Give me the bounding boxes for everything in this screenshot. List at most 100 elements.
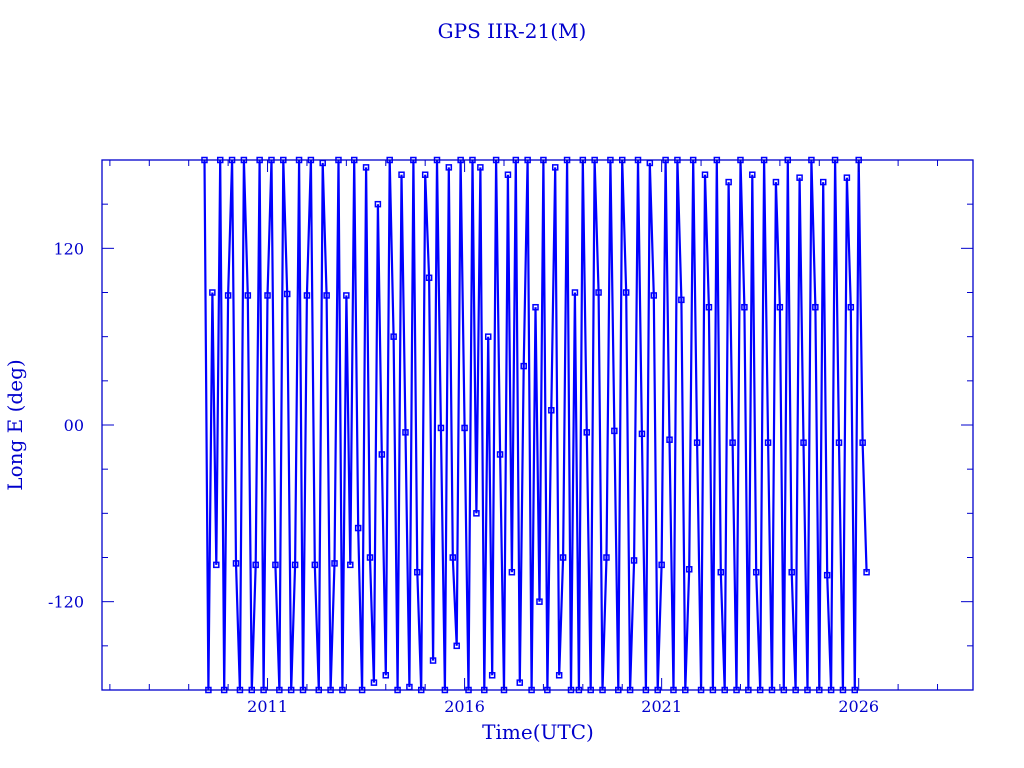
data-point (374, 200, 382, 208)
data-point (701, 171, 709, 178)
data-point (650, 292, 658, 299)
data-point (630, 557, 638, 564)
data-point (536, 598, 543, 605)
data-point (693, 439, 701, 446)
data-point (272, 561, 279, 569)
data-point (402, 429, 409, 436)
data-point (863, 568, 870, 576)
x-tick-label: 2011 (247, 697, 288, 716)
data-point (548, 407, 555, 414)
data-point (303, 292, 311, 299)
data-point (843, 174, 851, 181)
data-point (421, 171, 429, 178)
data-point (717, 568, 725, 576)
data-point (437, 424, 445, 432)
y-axis-label: Long E (deg) (3, 359, 27, 490)
data-point (859, 439, 866, 446)
data-point (362, 164, 370, 171)
data-point (658, 561, 665, 569)
data-point (729, 439, 736, 446)
data-point (555, 672, 563, 679)
data-point (788, 568, 795, 576)
data-point (520, 362, 527, 370)
data-point (382, 672, 390, 679)
series (201, 156, 870, 694)
data-point (741, 303, 748, 311)
data-point (764, 439, 772, 446)
x-tick-label: 2021 (641, 697, 682, 716)
data-point (532, 303, 539, 311)
data-point (772, 178, 780, 186)
y-tick-label: 00 (64, 416, 84, 435)
data-point (477, 164, 484, 171)
data-point (685, 566, 693, 573)
data-point (611, 427, 618, 435)
data-point (283, 290, 291, 298)
data-point (666, 436, 673, 443)
data-point (232, 560, 240, 567)
data-point (496, 451, 504, 458)
data-point (819, 178, 827, 186)
data-point (453, 642, 460, 650)
data-point (445, 164, 453, 171)
data-point (323, 292, 330, 299)
data-point (752, 568, 760, 576)
data-point (398, 171, 405, 178)
data-point (213, 561, 220, 569)
data-point (370, 679, 378, 686)
x-tick-label: 2026 (838, 697, 879, 716)
data-point (252, 561, 259, 569)
data-point (224, 292, 232, 299)
data-point (488, 672, 496, 679)
chart-title: GPS IIR-21(M) (438, 19, 587, 43)
data-point (776, 303, 784, 311)
data-point (429, 657, 437, 664)
data-point (354, 524, 362, 532)
data-point (390, 333, 397, 340)
series-line (203, 159, 868, 691)
data-point (796, 174, 803, 181)
x-tick-label: 2016 (444, 697, 485, 716)
data-point (311, 561, 319, 569)
data-point (622, 289, 630, 296)
data-point (504, 171, 512, 178)
data-point (725, 178, 732, 186)
data-point (823, 571, 831, 579)
data-point (291, 561, 299, 569)
data-point (559, 554, 567, 561)
data-point (551, 164, 559, 171)
y-tick-label: 120 (53, 239, 84, 258)
data-point (638, 430, 646, 438)
data-point (366, 554, 374, 561)
data-point (244, 292, 252, 299)
data-point (449, 554, 457, 561)
data-point (508, 568, 516, 576)
data-point (484, 333, 492, 340)
data-point (571, 289, 579, 296)
data-point (331, 560, 338, 567)
data-point (473, 510, 480, 517)
y-tick-label: -120 (48, 593, 84, 612)
data-point (705, 303, 713, 311)
data-point (678, 296, 685, 304)
data-point (583, 429, 591, 436)
data-point (749, 171, 756, 178)
data-point (603, 554, 610, 561)
data-point (835, 439, 843, 446)
data-point (800, 439, 807, 446)
data-point (347, 561, 354, 569)
x-axis-label: Time(UTC) (482, 720, 594, 744)
data-point (425, 274, 433, 282)
data-point (414, 568, 421, 576)
data-point (516, 679, 524, 686)
data-point (847, 303, 855, 311)
data-point (378, 451, 386, 458)
axes: 2011 2016 2021 2026 -120 00 120 (48, 159, 974, 716)
data-point (343, 292, 350, 299)
data-point (209, 289, 216, 296)
data-point (461, 424, 468, 432)
data-point (595, 289, 602, 296)
data-point (264, 292, 271, 299)
data-point (812, 303, 819, 311)
